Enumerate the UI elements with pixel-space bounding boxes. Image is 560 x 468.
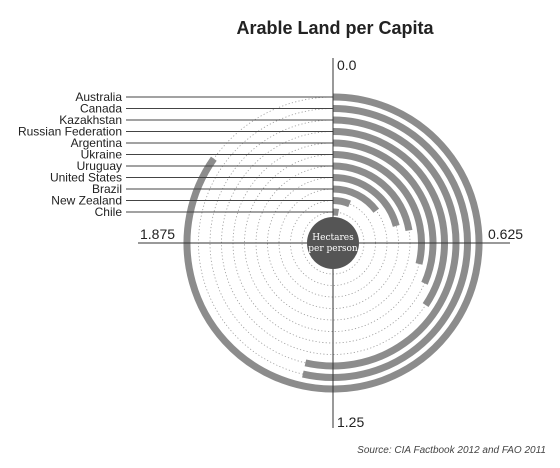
category-leaders — [126, 96, 333, 213]
center-circle — [307, 217, 359, 269]
bar-kazakhstan — [304, 116, 460, 370]
axis-label-left: 1.875 — [140, 226, 175, 242]
label-canada: Canada — [80, 102, 122, 116]
label-australia: Australia — [75, 90, 122, 104]
label-ukraine: Ukraine — [81, 148, 123, 162]
label-united-states: United States — [50, 171, 122, 185]
center-label-line2: per person — [308, 244, 358, 254]
label-argentina: Argentina — [71, 136, 123, 150]
bar-uruguay — [332, 162, 413, 232]
bar-brazil — [332, 185, 380, 213]
axis-label-right: 0.625 — [488, 226, 523, 242]
bar-argentina — [332, 139, 437, 285]
label-kazakhstan: Kazakhstan — [59, 113, 122, 127]
label-uruguay: Uruguay — [77, 159, 122, 173]
chart-title: Arable Land per Capita — [236, 18, 434, 38]
label-russian-federation: Russian Federation — [18, 125, 122, 139]
bar-united-states — [332, 174, 400, 227]
label-brazil: Brazil — [92, 182, 122, 196]
bar-new-zealand — [332, 197, 352, 208]
label-new-zealand: New Zealand — [51, 194, 122, 208]
bar-rings — [183, 93, 483, 393]
bar-canada — [302, 105, 471, 381]
label-chile: Chile — [95, 205, 123, 219]
axis-label-bottom: 1.25 — [337, 414, 364, 430]
center-badge: Hectares per person — [307, 217, 359, 269]
axis-label-top: 0.0 — [337, 57, 357, 73]
chart-source: Source: CIA Factbook 2012 and FAO 2011 — [357, 445, 546, 456]
bar-australia — [183, 93, 483, 393]
bar-russian-federation — [332, 128, 448, 308]
center-label-line1: Hectares — [312, 233, 354, 243]
